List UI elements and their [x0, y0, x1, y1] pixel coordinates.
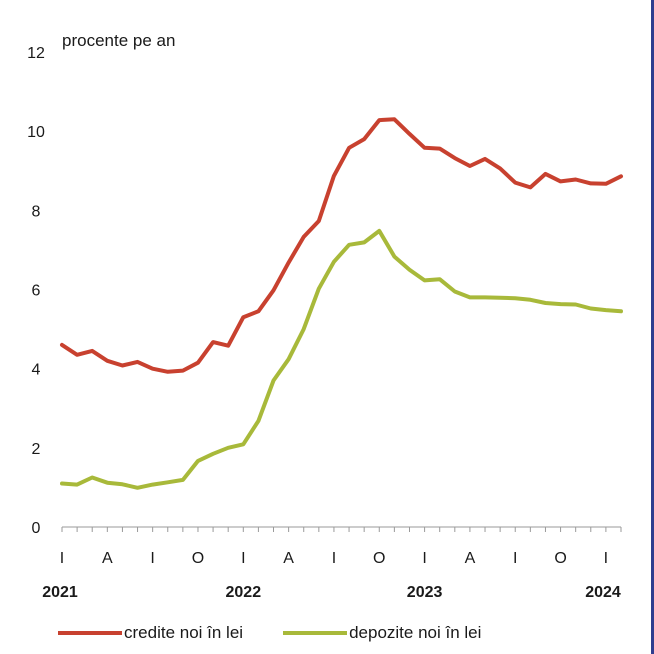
y-axis: 0 2 4 6 8 10 12: [27, 45, 45, 537]
frame-border: [651, 0, 654, 654]
x-tick-label: A: [102, 550, 113, 567]
y-tick-label: 8: [32, 203, 41, 220]
x-tick-label: O: [373, 550, 385, 567]
year-label: 2023: [407, 584, 443, 601]
legend-swatch-depozite: [283, 631, 348, 635]
year-label: 2021: [42, 584, 78, 601]
year-label: 2022: [226, 584, 262, 601]
series-lines: [60, 117, 623, 490]
legend-swatch-credite: [58, 631, 122, 635]
y-tick-label: 6: [32, 283, 41, 300]
y-tick-label: 4: [32, 362, 41, 379]
x-tick-label: I: [150, 550, 154, 567]
legend-item-credite: credite noi în lei: [58, 623, 243, 643]
x-tick-label: O: [554, 550, 566, 567]
legend-item-depozite: depozite noi în lei: [283, 623, 481, 643]
legend-label-depozite: depozite noi în lei: [349, 623, 482, 642]
x-tick-label: I: [513, 550, 517, 567]
y-tick-label: 12: [27, 45, 45, 62]
x-tick-label: I: [241, 550, 245, 567]
y-tick-label: 2: [32, 441, 41, 458]
x-tick-label: I: [332, 550, 336, 567]
legend: credite noi în lei depozite noi în lei: [58, 620, 521, 646]
year-label: 2024: [585, 584, 621, 601]
y-axis-unit-label: procente pe an: [62, 31, 175, 50]
series-line-0: [60, 117, 623, 374]
x-tick-label: A: [465, 550, 476, 567]
x-axis: I A I O I A I O I A I O I 2021 2022 2023 2024: [42, 527, 622, 601]
y-tick-label: 10: [27, 124, 45, 141]
x-tick-label: I: [60, 550, 64, 567]
x-tick-label: I: [604, 550, 608, 567]
x-tick-label: O: [192, 550, 204, 567]
series-line-1: [60, 228, 623, 490]
legend-label-credite: credite noi în lei: [124, 623, 244, 642]
y-tick-label: 0: [32, 520, 41, 537]
x-tick-label: A: [283, 550, 294, 567]
x-tick-label: I: [422, 550, 426, 567]
